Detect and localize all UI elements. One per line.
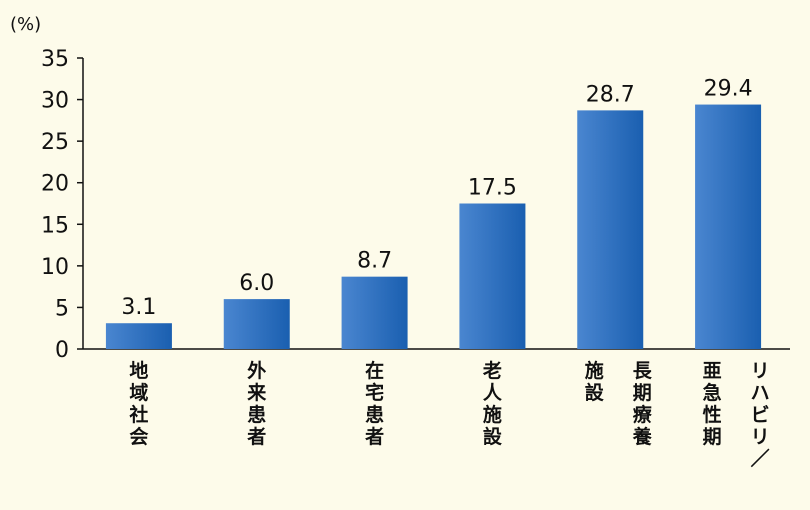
category-label: 外来患者 <box>247 359 266 448</box>
data-label: 29.4 <box>704 77 753 102</box>
y-tick-label: 5 <box>55 296 69 321</box>
data-label: 28.7 <box>586 82 635 107</box>
y-tick-label: 20 <box>41 172 69 197</box>
category-label: 老人施設 <box>483 359 503 448</box>
category-label: 長期療養 <box>632 360 653 448</box>
category-label: 亜急性期 <box>703 360 722 448</box>
category-label: 施設 <box>585 359 605 404</box>
data-label: 6.0 <box>239 271 274 296</box>
bar <box>695 104 762 349</box>
category-label: 地域社会 <box>128 359 148 448</box>
category-label: 在宅患者 <box>365 359 384 448</box>
bar <box>105 323 172 349</box>
bar <box>577 110 644 349</box>
category-label: リハビリ／ <box>751 360 770 470</box>
y-tick-label: 0 <box>55 338 69 363</box>
y-tick-label: 15 <box>41 213 69 238</box>
bar <box>459 203 526 349</box>
data-label: 8.7 <box>357 249 392 274</box>
bar <box>341 276 408 349</box>
data-label: 17.5 <box>468 176 517 201</box>
bar <box>223 299 290 349</box>
y-tick-label: 30 <box>41 89 69 114</box>
y-tick-label: 10 <box>41 255 69 280</box>
data-label: 3.1 <box>121 295 156 320</box>
y-unit-label: (%) <box>10 14 41 35</box>
y-tick-label: 25 <box>41 130 69 155</box>
y-tick-label: 35 <box>41 47 69 72</box>
